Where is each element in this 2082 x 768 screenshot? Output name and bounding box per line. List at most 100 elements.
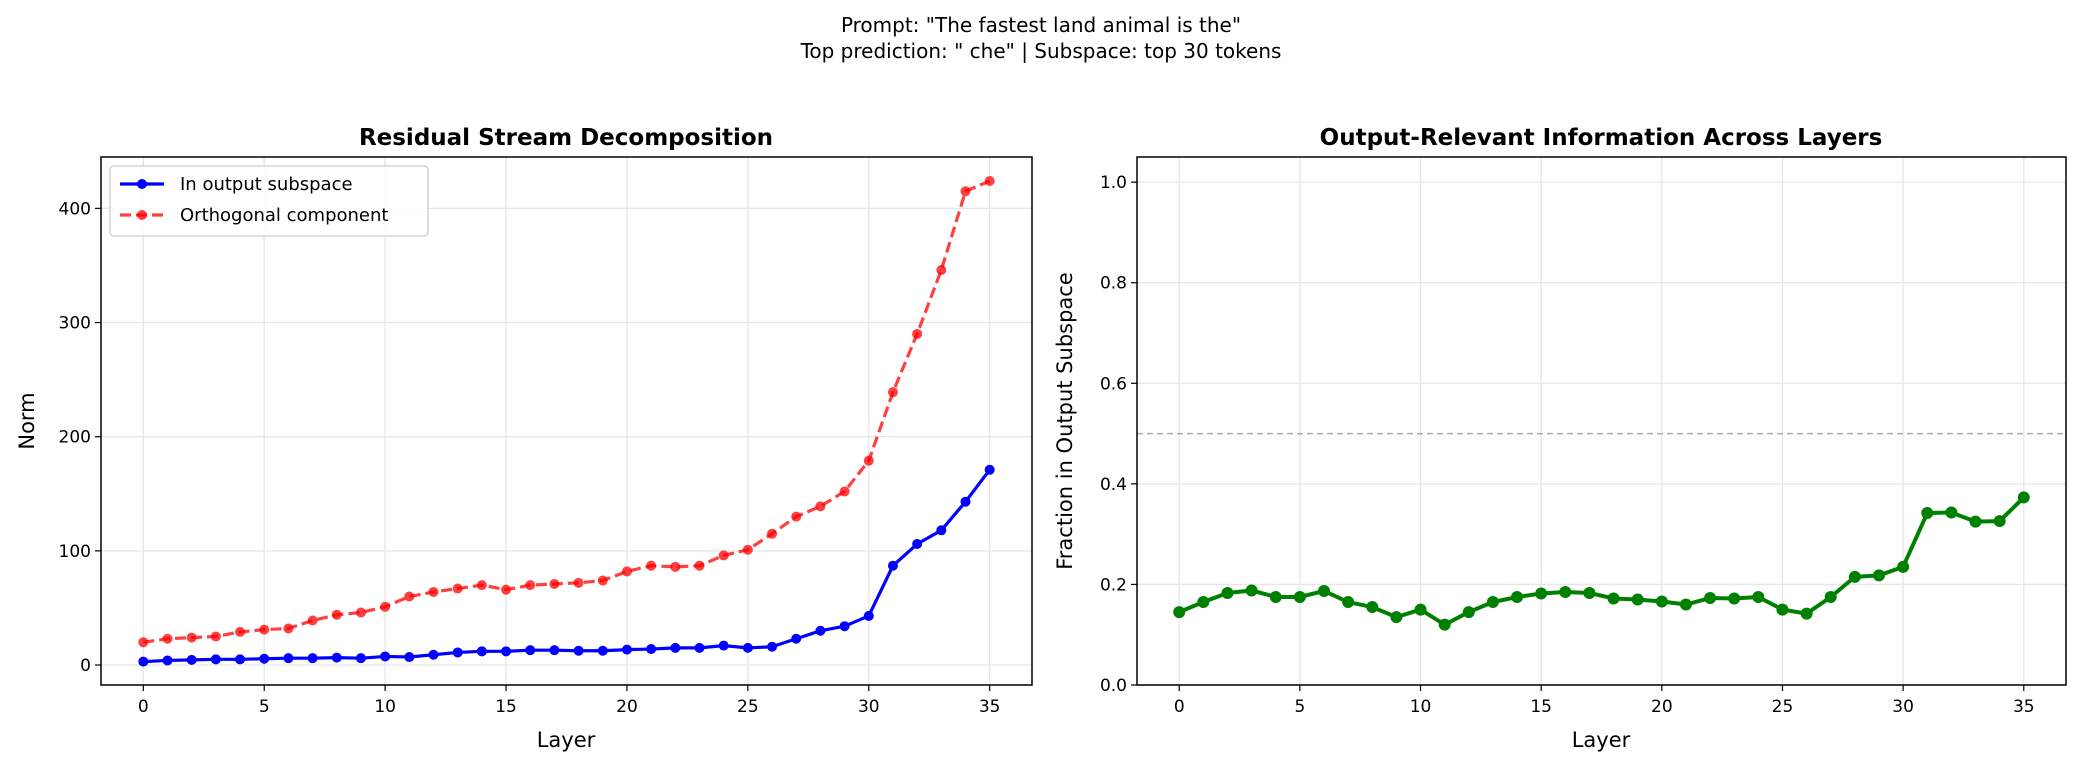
data-point (1679, 598, 1692, 611)
right-chart-output-fraction: Output-Relevant Information Across Layer… (1053, 125, 2067, 752)
x-tick-label: 25 (1772, 697, 1794, 717)
x-tick-label: 10 (374, 697, 396, 717)
y-tick-label: 200 (59, 428, 91, 448)
legend-label: Orthogonal component (180, 205, 388, 226)
data-point (235, 626, 246, 637)
data-point (960, 186, 971, 197)
data-point (355, 653, 366, 664)
legend-marker (137, 179, 147, 189)
data-point (1872, 569, 1885, 582)
data-point (355, 607, 366, 618)
data-point (235, 654, 246, 665)
data-point (887, 387, 898, 398)
data-point (1776, 603, 1789, 616)
data-point (1318, 584, 1331, 597)
data-point (1993, 515, 2006, 528)
data-point (815, 625, 826, 636)
left-series-orthogonal-component (138, 175, 995, 648)
x-tick-label: 35 (2013, 697, 2035, 717)
right-series-fraction (1173, 491, 2030, 631)
right-axes-frame (1136, 156, 2067, 686)
data-point (1390, 611, 1403, 624)
data-point (670, 642, 681, 653)
suptitle-line-2: Top prediction: " che" | Subspace: top 3… (800, 39, 1282, 63)
right-y-axis-label: Fraction in Output Subspace (1053, 272, 1077, 570)
y-tick-label: 0.4 (1100, 475, 1127, 495)
data-point (815, 501, 826, 512)
data-point (742, 642, 753, 653)
data-point (452, 583, 463, 594)
y-tick-label: 0.0 (1100, 676, 1127, 696)
data-point (912, 539, 923, 550)
data-point (839, 621, 850, 632)
x-tick-label: 30 (1892, 697, 1914, 717)
data-point (186, 654, 197, 665)
data-point (138, 637, 149, 648)
data-point (162, 633, 173, 644)
suptitle-line-1: Prompt: "The fastest land animal is the" (841, 13, 1241, 37)
data-point (1655, 595, 1668, 608)
data-point (863, 610, 874, 621)
data-point (1969, 515, 1982, 528)
data-point (1728, 592, 1741, 605)
left-axes-frame (100, 156, 1033, 686)
y-tick-label: 400 (59, 199, 91, 219)
data-point (1486, 596, 1499, 609)
data-point (404, 591, 415, 602)
data-point (621, 566, 632, 577)
series-line (1178, 496, 2026, 627)
data-point (307, 615, 318, 626)
right-chart-title: Output-Relevant Information Across Layer… (1320, 125, 1883, 151)
y-tick-label: 300 (59, 314, 91, 334)
data-point (1245, 584, 1258, 597)
data-point (476, 646, 487, 657)
data-point (694, 642, 705, 653)
left-series-in-output-subspace (138, 464, 995, 667)
data-point (186, 632, 197, 643)
data-point (718, 640, 729, 651)
data-point (718, 550, 729, 561)
left-x-axis-label: Layer (537, 728, 596, 752)
left-chart-residual-stream: Residual Stream Decomposition Layer Norm… (15, 125, 1033, 752)
data-point (1511, 591, 1524, 603)
data-point (162, 655, 173, 666)
data-point (476, 580, 487, 591)
data-point (404, 652, 415, 663)
left-chart-title: Residual Stream Decomposition (359, 125, 773, 151)
x-tick-label: 20 (1651, 697, 1673, 717)
data-point (1462, 606, 1475, 619)
data-point (1559, 585, 1572, 598)
data-point (1607, 592, 1620, 605)
y-tick-label: 0.6 (1100, 374, 1127, 394)
x-tick-label: 15 (1530, 697, 1552, 717)
data-point (791, 633, 802, 644)
data-point (501, 646, 512, 657)
data-point (912, 328, 923, 339)
data-point (573, 645, 584, 656)
data-point (839, 486, 850, 497)
data-point (210, 654, 221, 665)
series-line (143, 468, 991, 664)
data-point (984, 464, 995, 475)
data-point (501, 584, 512, 595)
y-tick-label: 100 (59, 542, 91, 562)
right-x-axis-label: Layer (1572, 728, 1631, 752)
data-point (1945, 506, 1958, 519)
data-point (1342, 596, 1355, 609)
data-point (984, 175, 995, 186)
x-tick-label: 0 (138, 697, 149, 717)
x-tick-label: 35 (979, 697, 1001, 717)
x-tick-label: 20 (616, 697, 638, 717)
x-tick-label: 30 (858, 697, 880, 717)
data-point (1366, 601, 1379, 614)
right-grid (1137, 157, 2066, 686)
data-point (960, 496, 971, 507)
data-point (283, 653, 294, 664)
data-point (525, 580, 536, 591)
x-tick-label: 10 (1410, 697, 1432, 717)
data-point (1535, 587, 1548, 600)
data-point (1269, 591, 1282, 603)
data-point (1921, 507, 1934, 520)
data-point (2017, 491, 2030, 504)
data-point (573, 577, 584, 588)
